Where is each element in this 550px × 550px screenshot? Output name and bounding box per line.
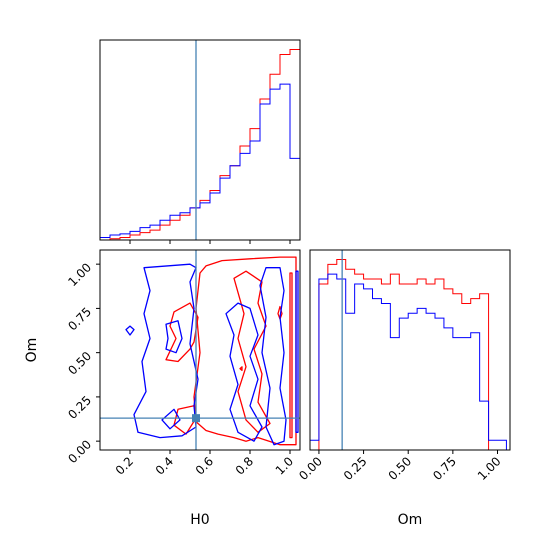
contour-line-blue <box>125 325 135 336</box>
om-histogram-frame <box>309 249 511 451</box>
contour-line-red <box>173 405 197 435</box>
contour-line-red <box>193 256 297 446</box>
y-axis-label-om: Om <box>24 338 40 363</box>
contour-line-blue <box>259 267 287 446</box>
h0-histogram-frame <box>99 39 301 241</box>
contour-frame <box>99 249 301 451</box>
contour-line-blue <box>225 302 263 442</box>
contour-line-red <box>277 305 283 320</box>
contour-line-blue <box>161 408 181 430</box>
contour-line-blue <box>295 270 299 433</box>
contour-line-blue <box>165 320 183 354</box>
x-axis-label-h0: H0 <box>190 512 209 528</box>
om-histogram-plot-area <box>310 250 507 450</box>
om-histogram-series-blue <box>310 273 507 450</box>
contour-line-blue <box>133 263 199 439</box>
contour-line-red <box>239 366 243 372</box>
contour-line-red <box>233 270 271 433</box>
x-axis-label-om: Om <box>398 512 423 528</box>
h0-histogram-panel <box>99 39 301 244</box>
contour-line-red <box>289 272 293 439</box>
contour-plot-area <box>100 250 300 450</box>
h0-histogram-plot-area <box>100 40 300 240</box>
truth-point-marker <box>192 414 200 423</box>
h0-histogram-series-blue <box>100 83 300 240</box>
